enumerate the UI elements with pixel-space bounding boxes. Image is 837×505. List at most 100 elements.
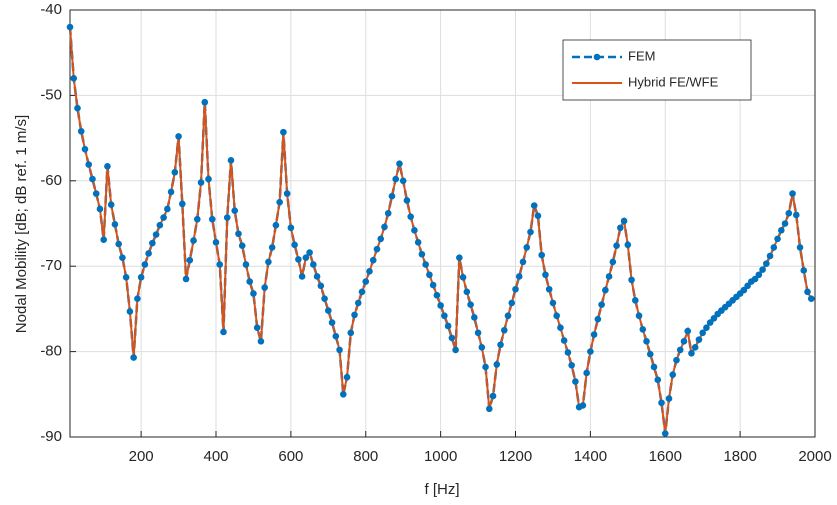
marker	[590, 331, 598, 338]
marker	[759, 266, 766, 273]
marker	[265, 258, 272, 266]
marker	[246, 278, 253, 285]
marker	[414, 238, 422, 246]
marker	[104, 162, 111, 170]
marker	[456, 254, 463, 261]
marker	[313, 273, 321, 280]
x-tick-label: 400	[203, 448, 228, 465]
marker	[785, 209, 793, 217]
marker	[182, 275, 190, 283]
marker	[774, 235, 781, 243]
marker	[66, 23, 74, 31]
marker	[579, 402, 587, 409]
marker	[433, 291, 441, 299]
marker	[325, 307, 332, 314]
marker	[508, 299, 516, 307]
marker	[688, 350, 695, 357]
marker	[268, 244, 276, 251]
y-axis-label: Nodal Mobility [dB; dB ref. 1 m/s]	[13, 115, 30, 333]
marker	[680, 338, 688, 345]
marker	[179, 200, 186, 208]
marker	[673, 356, 680, 364]
marker	[624, 241, 632, 249]
marker	[789, 190, 796, 197]
marker	[111, 221, 119, 228]
marker	[227, 157, 235, 164]
marker	[781, 220, 789, 227]
marker	[74, 104, 81, 112]
y-tick-label: -70	[40, 257, 62, 274]
y-tick-label: -60	[40, 172, 62, 189]
y-tick-label: -50	[40, 86, 62, 103]
marker	[422, 261, 429, 268]
marker	[609, 258, 617, 266]
marker	[77, 127, 85, 135]
marker	[467, 301, 474, 308]
marker	[557, 324, 564, 331]
marker	[669, 371, 677, 378]
marker	[220, 328, 227, 336]
marker	[448, 334, 456, 342]
marker	[744, 282, 751, 290]
marker	[145, 250, 152, 257]
x-tick-label: 1800	[723, 448, 756, 465]
marker	[392, 175, 400, 183]
x-tick-label: 800	[353, 448, 378, 465]
marker	[137, 274, 145, 281]
marker	[545, 285, 553, 293]
marker	[70, 75, 78, 82]
marker	[403, 197, 411, 204]
marker	[287, 224, 295, 232]
marker	[635, 312, 643, 320]
marker	[617, 224, 624, 232]
marker	[216, 261, 224, 268]
marker	[770, 244, 778, 251]
marker	[175, 133, 182, 140]
marker	[100, 236, 107, 244]
marker	[388, 192, 396, 200]
marker	[706, 319, 714, 326]
marker	[253, 324, 261, 331]
marker	[474, 329, 482, 337]
marker	[751, 275, 759, 283]
marker	[280, 128, 287, 136]
marker	[429, 281, 437, 289]
marker	[553, 312, 560, 320]
marker	[504, 312, 512, 320]
marker	[437, 302, 444, 309]
marker	[130, 354, 137, 361]
marker	[676, 346, 684, 354]
marker	[298, 273, 306, 280]
marker	[89, 175, 96, 183]
marker	[763, 260, 770, 267]
marker	[632, 297, 639, 304]
marker	[242, 261, 250, 268]
marker	[665, 395, 673, 402]
marker	[643, 338, 650, 345]
y-tick-label: -90	[40, 428, 62, 445]
marker	[369, 256, 377, 264]
marker	[164, 205, 171, 213]
legend-label: FEM	[628, 48, 655, 63]
marker	[373, 245, 381, 253]
x-tick-label: 2000	[798, 448, 831, 465]
marker	[343, 373, 351, 381]
marker	[661, 430, 669, 437]
marker	[796, 244, 804, 251]
marker	[201, 98, 209, 106]
marker	[489, 392, 497, 400]
marker	[418, 250, 426, 258]
marker	[512, 285, 519, 293]
x-axis-label: f [Hz]	[424, 481, 459, 498]
marker	[362, 278, 370, 285]
marker	[628, 276, 635, 284]
marker	[407, 213, 414, 220]
marker	[426, 271, 433, 279]
x-tick-label: 600	[278, 448, 303, 465]
marker	[620, 217, 628, 225]
marker	[542, 271, 549, 279]
marker	[485, 405, 493, 413]
marker	[792, 211, 800, 219]
marker	[261, 284, 268, 291]
marker	[523, 244, 531, 251]
